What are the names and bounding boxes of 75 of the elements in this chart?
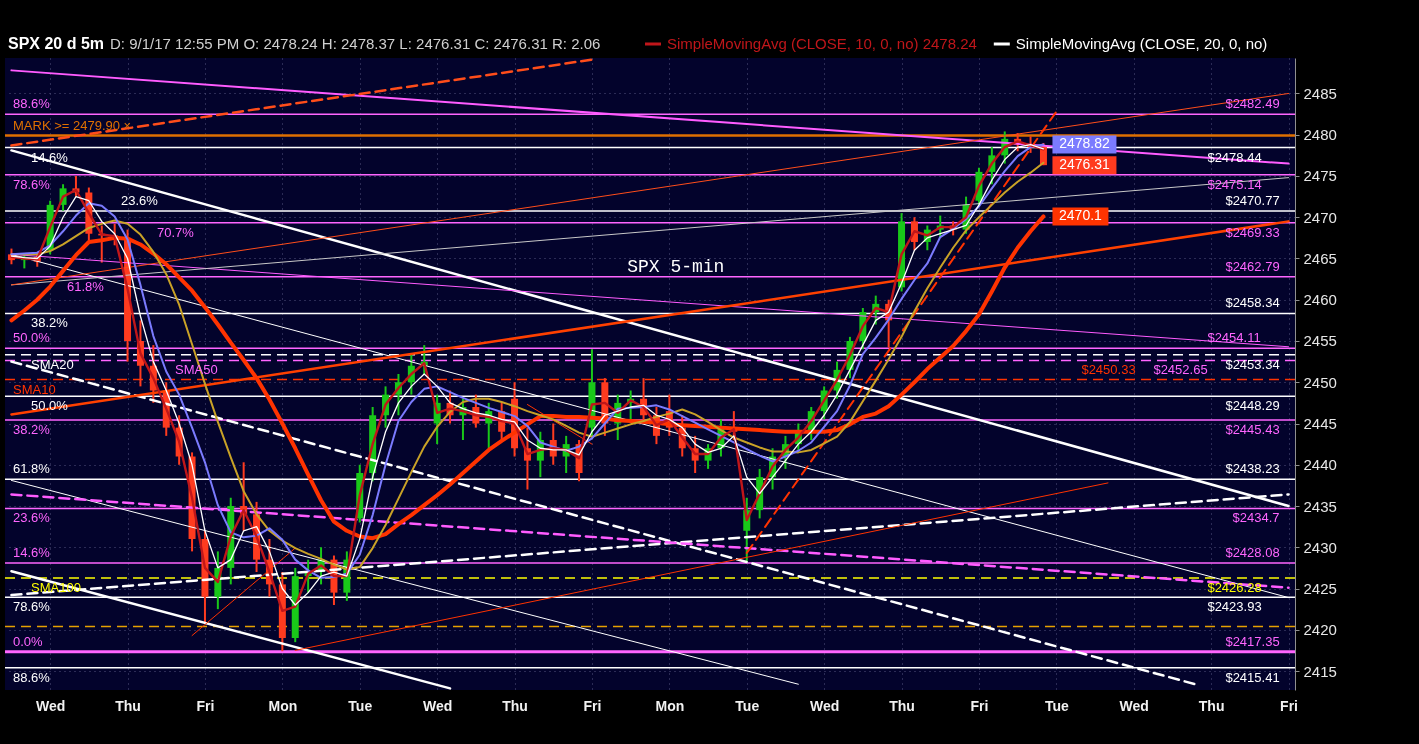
chart-title: SPX 20 d 5m bbox=[8, 35, 105, 52]
data-label: 2478.82 bbox=[1059, 135, 1110, 152]
x-tick-label: Fri bbox=[1280, 697, 1298, 714]
annotation: 38.2% bbox=[31, 315, 69, 331]
ref-line-label: $2428.08 bbox=[1225, 545, 1280, 561]
x-tick-label: Thu bbox=[115, 697, 141, 714]
y-tick-label: 2465 bbox=[1303, 249, 1337, 267]
y-tick-label: 2430 bbox=[1303, 538, 1337, 556]
ref-line-label: $2445.43 bbox=[1225, 421, 1280, 437]
ref-line-label: $2415.41 bbox=[1225, 669, 1280, 685]
ref-line-label: $2438.23 bbox=[1225, 461, 1280, 477]
ref-line-label: $2417.35 bbox=[1225, 633, 1280, 649]
ref-line-label: $2475.14 bbox=[1207, 176, 1262, 192]
y-tick-label: 2470 bbox=[1303, 208, 1337, 226]
ref-line-label: $2470.77 bbox=[1225, 192, 1280, 208]
y-tick-label: 2480 bbox=[1303, 126, 1337, 144]
legend-label: SimpleMovingAvg (CLOSE, 20, 0, no) bbox=[1015, 35, 1268, 52]
annotation: 23.6% bbox=[13, 510, 51, 526]
x-tick-label: Thu bbox=[889, 697, 915, 714]
data-label: 2470.1 bbox=[1059, 207, 1103, 224]
x-tick-label: Fri bbox=[970, 697, 989, 714]
x-tick-label: Mon bbox=[268, 697, 298, 714]
x-tick-label: Tue bbox=[1044, 697, 1069, 714]
ref-line-label: $2462.79 bbox=[1225, 258, 1280, 274]
x-tick-label: Thu bbox=[502, 697, 528, 714]
annotation: 88.6% bbox=[13, 669, 51, 685]
annotation: 61.8% bbox=[13, 461, 51, 477]
annotation: 70.7% bbox=[157, 224, 195, 240]
annotation: 38.2% bbox=[13, 421, 51, 437]
x-tick-label: Fri bbox=[583, 697, 602, 714]
x-tick-label: Tue bbox=[348, 697, 373, 714]
x-tick-label: Fri bbox=[196, 697, 215, 714]
chart-subtitle: D: 9/1/17 12:55 PM O: 2478.24 H: 2478.37 L: 2476.31 C: 2476.31 R: 2.06 bbox=[110, 35, 601, 52]
annotation: SMA10 bbox=[13, 381, 56, 397]
annotation: 88.6% bbox=[13, 96, 51, 112]
annotation: SMA20 bbox=[31, 356, 74, 372]
ref-line-label: $2448.29 bbox=[1225, 398, 1280, 414]
legend-label: SimpleMovingAvg (CLOSE, 10, 0, no) 2478.24 bbox=[667, 35, 977, 52]
y-tick-label: 2485 bbox=[1303, 84, 1337, 102]
y-tick-label: 2475 bbox=[1303, 167, 1337, 185]
y-tick-label: 2435 bbox=[1303, 497, 1337, 515]
y-tick-label: 2415 bbox=[1303, 662, 1337, 680]
x-tick-label: Wed bbox=[1119, 697, 1149, 714]
annotation: 61.8% bbox=[67, 278, 105, 294]
y-tick-label: 2450 bbox=[1303, 373, 1337, 391]
x-tick-label: Mon bbox=[655, 697, 685, 714]
y-tick-label: 2460 bbox=[1303, 291, 1337, 309]
ref-line-label: $2454.11 bbox=[1207, 330, 1261, 346]
annotation: 23.6% bbox=[121, 192, 159, 208]
ref-line-label: $2482.49 bbox=[1225, 96, 1280, 112]
x-tick-label: Wed bbox=[35, 697, 66, 714]
ref-line-label: $2434.7 bbox=[1232, 510, 1280, 526]
ref-line-label: $2452.65 bbox=[1153, 362, 1208, 378]
ref-line-label: $2469.33 bbox=[1225, 224, 1280, 240]
x-tick-label: Wed bbox=[422, 697, 453, 714]
y-tick-label: 2445 bbox=[1303, 415, 1337, 432]
annotation: 78.6% bbox=[13, 176, 51, 192]
ref-line-label: $2450.33 bbox=[1081, 361, 1136, 377]
y-tick-label: 2440 bbox=[1303, 456, 1337, 474]
annotation: 14.6% bbox=[13, 545, 51, 561]
x-tick-label: Wed bbox=[809, 697, 840, 714]
y-tick-label: 2455 bbox=[1303, 332, 1337, 350]
x-tick-label: Tue bbox=[735, 697, 760, 714]
annotation: 50.0% bbox=[13, 330, 51, 346]
text: 2476.31 bbox=[1059, 156, 1110, 173]
ref-line-label: $2423.93 bbox=[1207, 599, 1262, 615]
annotation: SPX 5-min bbox=[627, 257, 725, 277]
ref-line-label: $2458.34 bbox=[1225, 295, 1280, 311]
annotation: 78.6% bbox=[13, 599, 51, 615]
ref-line-label: $2426.28 bbox=[1207, 579, 1262, 595]
y-tick-label: 2425 bbox=[1303, 580, 1337, 598]
y-tick-label: 2420 bbox=[1303, 621, 1337, 639]
x-tick-label: Thu bbox=[1198, 697, 1225, 714]
annotation: 0.0% bbox=[13, 633, 44, 649]
ref-line-label: $2453.34 bbox=[1225, 356, 1280, 372]
